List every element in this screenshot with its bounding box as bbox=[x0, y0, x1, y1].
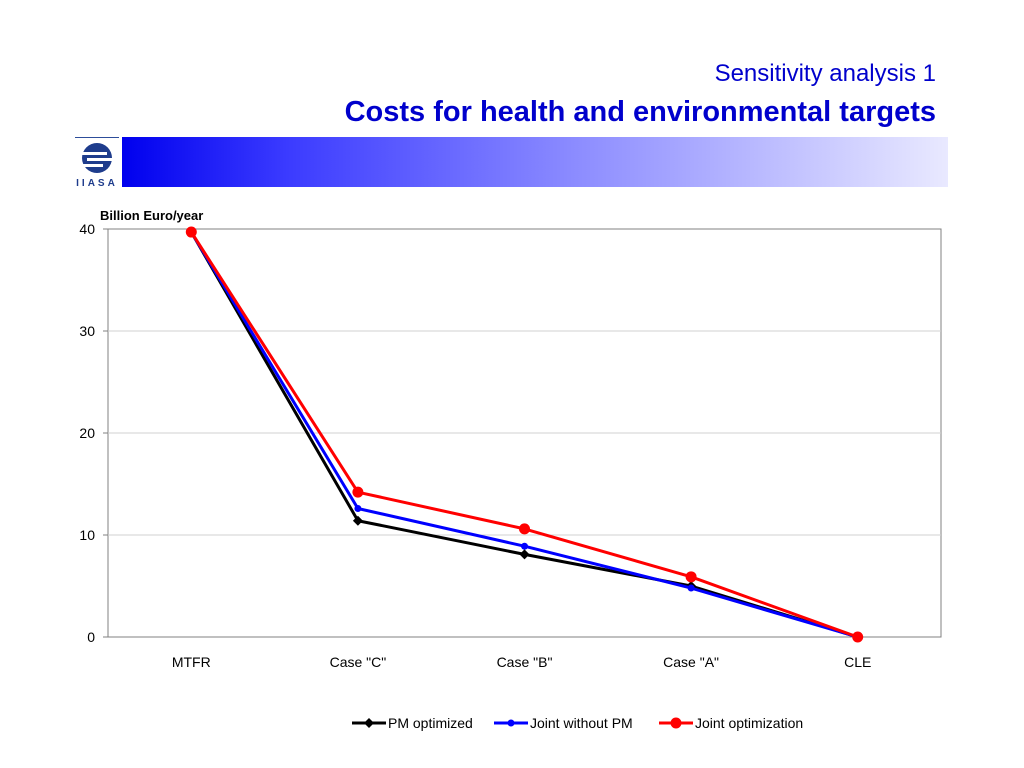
slide-title: Costs for health and environmental targe… bbox=[344, 96, 936, 128]
globe-icon bbox=[81, 143, 113, 173]
legend-item: Joint without PM bbox=[494, 712, 633, 734]
y-tick-label: 40 bbox=[79, 221, 95, 237]
data-point-marker bbox=[670, 717, 682, 729]
data-point-marker bbox=[364, 718, 374, 728]
legend-label: Joint without PM bbox=[530, 715, 633, 731]
line-chart: Billion Euro/year 0 10 20 30 40 MTFR Case "C"… bbox=[79, 208, 942, 670]
legend-label: PM optimized bbox=[388, 715, 473, 731]
data-point-marker bbox=[519, 523, 530, 535]
data-point-marker bbox=[687, 584, 695, 592]
logo-text: IIASA bbox=[76, 178, 118, 189]
header-gradient-band bbox=[122, 137, 948, 187]
slide-subtitle: Sensitivity analysis 1 bbox=[714, 60, 936, 87]
data-point-marker bbox=[507, 719, 515, 727]
legend-item: PM optimized bbox=[352, 712, 473, 734]
y-tick-label: 20 bbox=[79, 425, 95, 441]
x-tick-label: CLE bbox=[844, 654, 871, 670]
data-point-marker bbox=[354, 504, 362, 512]
x-tick-label: Case "B" bbox=[497, 654, 553, 670]
data-point-marker bbox=[521, 542, 528, 550]
y-tick-label: 0 bbox=[87, 629, 95, 645]
y-tick-label: 10 bbox=[79, 527, 95, 543]
legend-swatch bbox=[494, 719, 528, 727]
y-tick-labels: 0 10 20 30 40 bbox=[79, 221, 95, 645]
legend-item: Joint optimization bbox=[659, 712, 803, 734]
x-tick-label: MTFR bbox=[172, 654, 211, 670]
chart-legend: PM optimized Joint without PM Joint optimi… bbox=[0, 712, 1024, 734]
x-tick-label: Case "C" bbox=[330, 654, 387, 670]
data-point-marker bbox=[352, 515, 363, 526]
slide-header: Sensitivity analysis 1 Costs for health … bbox=[0, 0, 1024, 189]
legend-swatch bbox=[352, 718, 386, 728]
data-point-marker bbox=[185, 226, 197, 238]
x-tick-labels: MTFR Case "C" Case "B" Case "A" CLE bbox=[172, 654, 871, 670]
data-point-marker bbox=[852, 631, 864, 643]
iiasa-logo: IIASA bbox=[75, 137, 119, 190]
data-point-marker bbox=[352, 486, 364, 498]
data-point-marker bbox=[685, 571, 697, 583]
series-joint-optimization bbox=[185, 226, 864, 643]
legend-swatch bbox=[659, 717, 693, 729]
series-lines bbox=[185, 226, 864, 643]
data-point-marker bbox=[519, 549, 530, 560]
y-axis-label: Billion Euro/year bbox=[100, 208, 203, 223]
x-tick-label: Case "A" bbox=[663, 654, 719, 670]
legend-label: Joint optimization bbox=[695, 715, 804, 731]
y-tick-label: 30 bbox=[79, 323, 95, 339]
